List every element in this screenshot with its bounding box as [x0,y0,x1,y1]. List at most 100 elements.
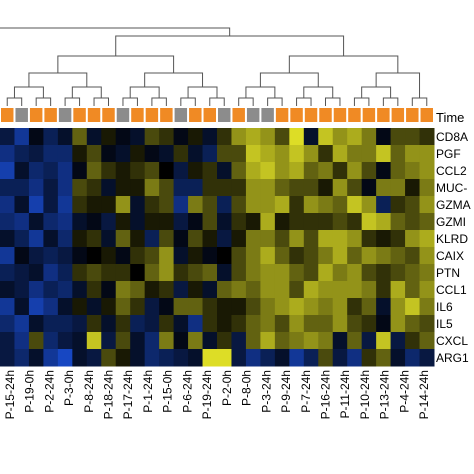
heatmap-cell [130,315,146,333]
heatmap-cell [0,230,15,248]
heatmap-cell [390,145,406,163]
heatmap-cell [115,264,131,282]
heatmap-cell [115,162,131,180]
heatmap-cell [130,230,146,248]
row-label: IL5 [436,317,453,331]
annotation-cell [246,108,260,122]
heatmap-cell [57,145,73,163]
heatmap-cell [173,213,189,231]
heatmap-cell [115,281,131,299]
heatmap-cell [245,213,261,231]
heatmap-cell [86,315,102,333]
dendrogram-branch [35,97,52,106]
heatmap-cell [0,162,15,180]
heatmap-cell [0,332,15,350]
heatmap-cell [28,247,44,265]
heatmap-cell [144,179,160,197]
heatmap-cell [303,298,319,316]
heatmap-cell [101,196,117,214]
heatmap-cell [419,349,435,367]
heatmap-cell [101,162,117,180]
dendrogram-branch [93,97,109,106]
heatmap-cell [419,196,435,214]
heatmap-cell [376,196,392,214]
heatmap-cell [115,332,131,350]
column-label: P-18-24h [102,370,116,419]
heatmap-cell [405,247,421,265]
heatmap-cell [72,196,88,214]
heatmap-cell [390,281,406,299]
heatmap-cell [173,349,189,367]
heatmap-cell [274,298,290,316]
dendrogram-branch [411,97,428,106]
heatmap-cell [245,315,261,333]
column-label: P-3-24h [259,370,273,413]
row-label: KLRD [436,232,468,246]
heatmap-cell [289,162,305,180]
column-label: P-9-24h [279,370,293,413]
heatmap-cell [14,264,30,282]
heatmap-cell [274,349,290,367]
annotation-cell [29,108,43,122]
heatmap-cell [188,332,204,350]
heatmap-cell [245,332,261,350]
heatmap-cell [159,162,175,180]
heatmap-cell [405,196,421,214]
dendrogram-branch [187,86,218,98]
annotation-cell [290,108,303,122]
column-label: P-8-24h [82,370,96,413]
heatmap-cell [130,264,146,282]
heatmap-cell [332,298,348,316]
heatmap-cell [245,230,261,248]
row-labels: CD8A PGF CCL2 MUC- GZMA GZMI KLRD CAIX PTN CCL1 IL… [436,130,471,365]
heatmap-cell [245,298,261,316]
heatmap-cell [217,213,232,231]
heatmap-cell [347,162,363,180]
annotation-label: Time [436,110,464,125]
heatmap-cell [72,332,88,350]
heatmap-cell [347,230,363,248]
heatmap-cell [14,196,30,214]
heatmap-cell [57,349,73,367]
heatmap-cell [57,264,73,282]
heatmap-cell [318,264,334,282]
heatmap-cell [303,230,319,248]
heatmap-cell [274,332,290,350]
row-label: MUC- [436,181,467,195]
heatmap-cell [332,230,348,248]
column-label: P-2-24h [42,370,56,413]
heatmap-cell [173,332,189,350]
heatmap-cell [289,332,305,350]
heatmap-cell [28,264,44,282]
heatmap-cell [130,247,146,265]
heatmap-cell [144,298,160,316]
heatmap-cell [376,247,392,265]
heatmap-cell [405,332,421,350]
heatmap-cell [188,281,204,299]
heatmap-cell [173,179,189,197]
heatmap-cell [57,162,73,180]
heatmap-cell [361,196,377,214]
dendrogram-branch [0,27,231,36]
annotation-cell [362,108,376,122]
heatmap-cell [303,179,319,197]
heatmap-cell [0,196,15,214]
heatmap-cell [0,349,15,367]
heatmap-cell [289,145,305,163]
column-label: P-8-0h [240,370,254,406]
heatmap-cell [217,281,232,299]
time-annotation-bar [1,108,433,122]
heatmap-cell [57,247,73,265]
heatmap-cell [28,230,44,248]
heatmap-cell [318,196,334,214]
dendrogram-branch [375,72,421,98]
heatmap-cell [376,298,392,316]
heatmap-cell [202,281,218,299]
heatmap-cell [405,264,421,282]
heatmap-cell [144,128,160,146]
heatmap-cell [159,332,175,350]
dendrogram-branch [353,97,370,106]
heatmap-cell [303,264,319,282]
heatmap-cell [101,230,117,248]
heatmap-cell [43,145,59,163]
